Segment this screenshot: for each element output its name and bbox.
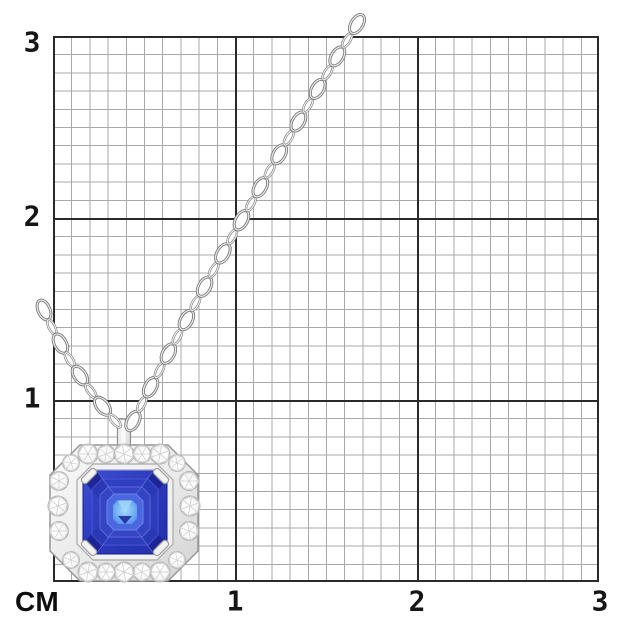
prongs: [80, 467, 170, 557]
gemstone: [82, 469, 168, 555]
unit-label-cm: СМ: [15, 586, 60, 617]
y-axis-label-2: 2: [23, 199, 41, 233]
x-axis-label-3: 3: [591, 584, 609, 618]
y-axis-label-1: 1: [23, 381, 41, 415]
chain: [35, 13, 367, 433]
pendant: [44, 440, 203, 587]
x-axis-label-2: 2: [408, 584, 426, 618]
x-axis-label-1: 1: [226, 584, 244, 618]
y-axis-label-3: 3: [23, 25, 41, 59]
